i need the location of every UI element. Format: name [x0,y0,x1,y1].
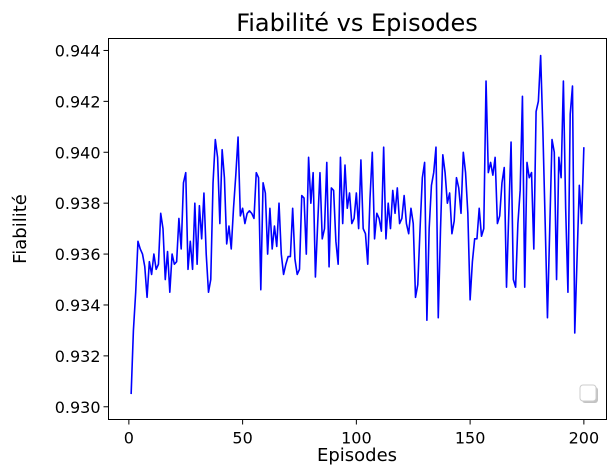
y-tick-label: 0.936 [55,245,101,264]
y-tick-label: 0.944 [55,41,101,60]
chart-title: Fiabilité vs Episodes [236,9,478,37]
y-tick-label: 0.942 [55,92,101,111]
legend-box [579,384,597,402]
x-tick-label: 200 [569,429,600,448]
x-tick-label: 0 [124,429,134,448]
y-tick-label: 0.938 [55,194,101,213]
series-line [130,54,585,395]
x-tick-label: 50 [232,429,252,448]
x-tick-label: 150 [455,429,486,448]
y-tick-label: 0.932 [55,347,101,366]
axes-frame [108,38,607,420]
x-axis-label: Episodes [317,445,397,466]
y-tick-label: 0.930 [55,398,101,417]
y-tick-label: 0.934 [55,296,101,315]
x-tick-label: 100 [341,429,372,448]
plot-area [130,54,585,395]
y-tick-label: 0.940 [55,143,101,162]
y-axis-label: Fiabilité [10,194,31,264]
